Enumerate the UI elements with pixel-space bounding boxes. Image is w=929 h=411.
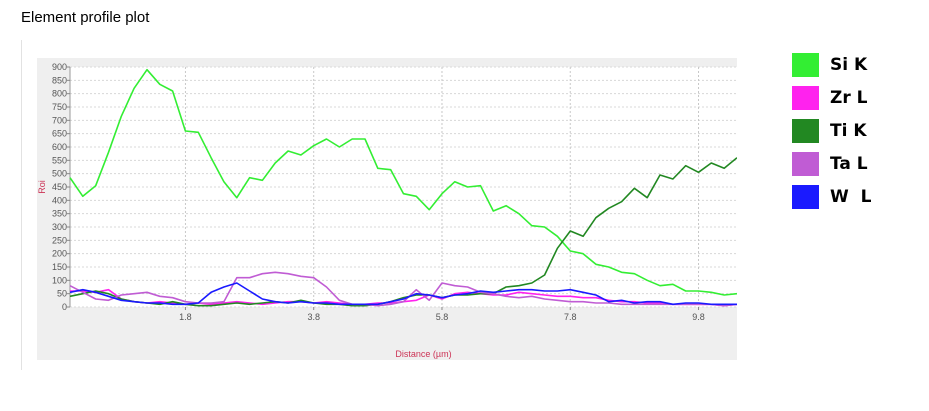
x-axis-label: Distance (µm) [395, 349, 451, 359]
y-tick-label: 900 [52, 62, 67, 72]
series-line-ta-l [69, 271, 737, 307]
x-tick-label: 1.8 [179, 312, 192, 322]
x-tick-label: 9.8 [692, 312, 705, 322]
y-tick-label: 800 [52, 89, 67, 99]
series-line-ti-k [69, 157, 737, 307]
legend-label: Ta L [830, 154, 868, 174]
legend-label: W L [830, 187, 872, 207]
y-tick-label: 650 [52, 129, 67, 139]
left-divider [21, 40, 22, 370]
y-tick-label: 350 [52, 209, 67, 219]
legend-label: Zr L [830, 88, 868, 108]
legend-swatch [792, 185, 819, 209]
profile-chart: 0 50 100 150 200 250 300 350 400 450 500 550 600 650 7… [37, 62, 737, 359]
legend-swatch [792, 53, 819, 77]
series-line-w-l [69, 282, 737, 306]
chart-panel: 0 50 100 150 200 250 300 350 400 450 500 550 600 650 7… [37, 58, 737, 360]
y-tick-label: 500 [52, 169, 67, 179]
y-tick-label: 50 [57, 289, 67, 299]
legend-swatch [792, 119, 819, 143]
legend-item-ta-l: Ta L [792, 152, 912, 176]
y-tick-label: 150 [52, 262, 67, 272]
y-tick-label: 600 [52, 142, 67, 152]
legend-item-zr-l: Zr L [792, 86, 912, 110]
legend-label: Ti K [830, 121, 867, 141]
legend-swatch [792, 152, 819, 176]
y-tick-label: 450 [52, 182, 67, 192]
y-tick-label: 550 [52, 155, 67, 165]
y-tick-label: 750 [52, 102, 67, 112]
y-tick-label: 300 [52, 222, 67, 232]
x-tick-label: 7.8 [564, 312, 577, 322]
y-tick-label: 200 [52, 249, 67, 259]
legend-item-si-k: Si K [792, 53, 912, 77]
legend-label: Si K [830, 55, 868, 75]
y-axis-label: Roi [37, 180, 47, 194]
legend: Si K Zr L Ti K Ta L W L [792, 53, 912, 218]
x-tick-label: 3.8 [307, 312, 320, 322]
legend-item-w-l: W L [792, 185, 912, 209]
y-tick-label: 850 [52, 75, 67, 85]
y-tick-label: 250 [52, 235, 67, 245]
y-tick-label: 100 [52, 275, 67, 285]
page-title: Element profile plot [21, 9, 150, 26]
x-tick-label: 5.8 [436, 312, 449, 322]
legend-item-ti-k: Ti K [792, 119, 912, 143]
series-line-si-k [69, 68, 737, 296]
y-tick-label: 0 [62, 302, 67, 312]
y-tick-label: 700 [52, 115, 67, 125]
y-tick-label: 400 [52, 195, 67, 205]
legend-swatch [792, 86, 819, 110]
